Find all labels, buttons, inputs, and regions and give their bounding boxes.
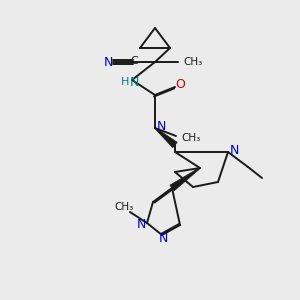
Text: H: H	[121, 77, 129, 87]
Text: N: N	[129, 76, 139, 88]
Text: CH₃: CH₃	[114, 202, 134, 212]
Text: N: N	[229, 143, 239, 157]
Text: N: N	[156, 119, 166, 133]
Text: N: N	[103, 56, 113, 68]
Text: N: N	[158, 232, 168, 245]
Text: N: N	[136, 218, 146, 230]
Text: O: O	[175, 77, 185, 91]
Text: C: C	[130, 56, 138, 66]
Text: CH₃: CH₃	[183, 57, 202, 67]
Polygon shape	[170, 168, 200, 191]
Polygon shape	[155, 128, 177, 148]
Text: CH₃: CH₃	[181, 133, 200, 143]
